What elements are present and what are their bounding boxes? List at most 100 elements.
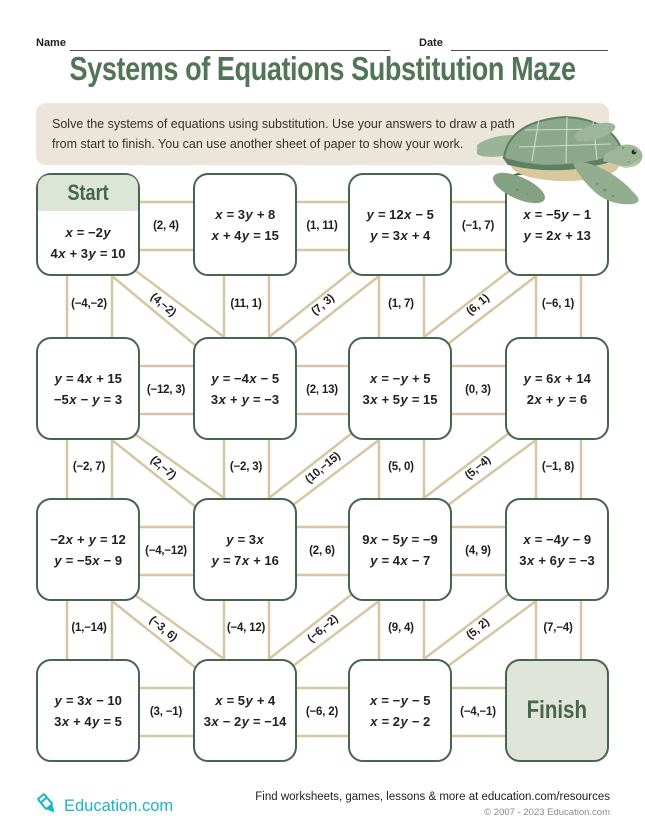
maze-box: x = −5y − 1 y = 2x + 13 [505,173,609,276]
finish-label: Finish [526,696,588,724]
answer-label: (2, 4) [153,220,179,232]
equation-group: x = −y − 5 x = 2y − 2 [350,661,450,760]
maze-box-start: Start x = −2y 4x + 3y = 10 [36,173,140,276]
equation-line: x = −4y − 9 [523,531,592,547]
date-label: Date [419,37,443,49]
name-label: Name [36,37,66,49]
equation-line: x = 5y + 4 [215,692,276,708]
answer-label: (−4,−2) [71,298,107,310]
answer-label: (−4,−1) [460,706,496,718]
equation-group: y = −4x − 5 3x + y = −3 [195,339,295,438]
maze-box: y = 4x + 15 −5x − y = 3 [36,337,140,440]
equation-line: y = 12x − 5 [366,206,434,222]
equation-line: x = −y − 5 [370,692,431,708]
maze-box: x = −4y − 9 3x + 6y = −3 [505,498,609,601]
equation-line: y = 4x + 15 [54,370,122,386]
maze-box: y = 3x y = 7x + 16 [193,498,297,601]
maze-box: 9x − 5y = −9 y = 4x − 7 [348,498,452,601]
maze-box: x = −y + 5 3x + 5y = 15 [348,337,452,440]
name-blank-line [70,36,390,51]
equation-line: x = −5y − 1 [523,206,592,222]
maze-box: x = 5y + 4 3x − 2y = −14 [193,659,297,762]
vertical-corridor-lines [65,276,583,659]
answer-label: (−2, 7) [72,461,106,473]
date-blank-line [451,36,608,51]
answer-label: (−1, 7) [461,220,495,232]
answer-label: (2, 6) [309,545,335,557]
equation-line: y = 4x − 7 [370,552,431,568]
equation-line: y = 3x + 4 [370,227,431,243]
equation-line: y = −4x − 5 [211,370,280,386]
answer-label: (−6, 1) [541,298,575,310]
equation-group: −2x + y = 12 y = −5x − 9 [38,500,138,599]
equation-line: y = −5x − 9 [54,552,123,568]
equation-group: y = 3x − 10 3x + 4y = 5 [38,661,138,760]
maze-box: x = 3y + 8 x + 4y = 15 [193,173,297,276]
answer-label: (1,−14) [71,622,107,634]
answer-label: (7,−4) [543,622,573,634]
start-label: Start [67,180,109,205]
answer-label: (−4, 12) [226,622,266,634]
equation-group: x = −5y − 1 y = 2x + 13 [507,175,607,274]
horizontal-corridor-lines [140,200,505,738]
answer-label: (0, 3) [465,384,491,396]
equation-line: 3x + 6y = −3 [519,552,595,568]
education-brand-text: Education.com [64,797,174,815]
page-title: Systems of Equations Substitution Maze [69,50,576,87]
equation-group: x = −4y − 9 3x + 6y = −3 [507,500,607,599]
answer-label: (−6, 2) [305,706,339,718]
answer-label: (4, 9) [465,545,491,557]
answer-label: (11, 1) [230,298,262,310]
sea-turtle-illustration [477,115,643,205]
equation-line: x + 4y = 15 [211,227,279,243]
maze-box-finish: Finish [505,659,609,762]
answer-label: (−4,−12) [145,545,187,557]
answer-label: (−1, 8) [541,461,575,473]
equation-line: x = −2y [65,224,111,240]
maze-box: y = 12x − 5 y = 3x + 4 [348,173,452,276]
instructions-line2: from start to finish. You can use anothe… [52,137,464,151]
equation-group: y = 12x − 5 y = 3x + 4 [350,175,450,274]
equation-line: −5x − y = 3 [53,391,123,407]
equation-line: 3x + 4y = 5 [54,713,122,729]
maze-box: y = 3x − 10 3x + 4y = 5 [36,659,140,762]
answer-label: (−2, 3) [229,461,263,473]
equation-line: 4x + 3y = 10 [50,245,126,261]
instructions-line1: Solve the systems of equations using sub… [52,117,515,131]
equation-group: x = −y + 5 3x + 5y = 15 [350,339,450,438]
equation-line: 9x − 5y = −9 [362,531,438,547]
equation-line: y = 2x + 13 [523,227,591,243]
equation-group: x = −2y 4x + 3y = 10 [38,211,138,274]
answer-label: (9, 4) [388,622,414,634]
answer-label: (1, 11) [306,220,338,232]
footer-resources-text: Find worksheets, games, lessons & more a… [255,791,610,803]
answer-label: (−12, 3) [146,384,186,396]
equation-line: y = 3x − 10 [54,692,122,708]
equation-line: y = 6x + 14 [523,370,591,386]
maze-box: −2x + y = 12 y = −5x − 9 [36,498,140,601]
answer-label: (5, 0) [388,461,414,473]
equation-group: x = 5y + 4 3x − 2y = −14 [195,661,295,760]
answer-label: (3, −1) [149,706,183,718]
equation-group: y = 3x y = 7x + 16 [195,500,295,599]
diagonal-corridor-lines [111,267,537,673]
equation-line: x = 2y − 2 [370,713,431,729]
start-banner: Start [38,175,138,211]
equation-line: y = 7x + 16 [211,552,279,568]
education-pencil-icon [37,793,55,813]
equation-group: x = 3y + 8 x + 4y = 15 [195,175,295,274]
equation-group: y = 4x + 15 −5x − y = 3 [38,339,138,438]
equation-line: y = 3x [226,531,264,547]
answer-label: (2, 13) [306,384,338,396]
answer-label: (1, 7) [388,298,414,310]
equation-group: 9x − 5y = −9 y = 4x − 7 [350,500,450,599]
maze-box: y = −4x − 5 3x + y = −3 [193,337,297,440]
footer-copyright: © 2007 - 2023 Education.com [484,807,610,818]
equation-line: 3x − 2y = −14 [203,713,287,729]
equation-line: 2x + y = 6 [526,391,588,407]
equation-line: x = 3y + 8 [215,206,276,222]
maze-box: x = −y − 5 x = 2y − 2 [348,659,452,762]
equation-line: x = −y + 5 [370,370,431,386]
